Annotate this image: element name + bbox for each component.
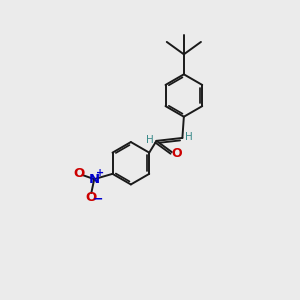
Text: −: − [92,193,103,206]
Text: O: O [172,147,182,160]
Text: +: + [96,168,104,178]
Text: N: N [89,172,100,186]
Text: O: O [73,167,85,180]
Text: H: H [146,135,154,145]
Text: O: O [86,191,97,204]
Text: H: H [185,132,193,142]
